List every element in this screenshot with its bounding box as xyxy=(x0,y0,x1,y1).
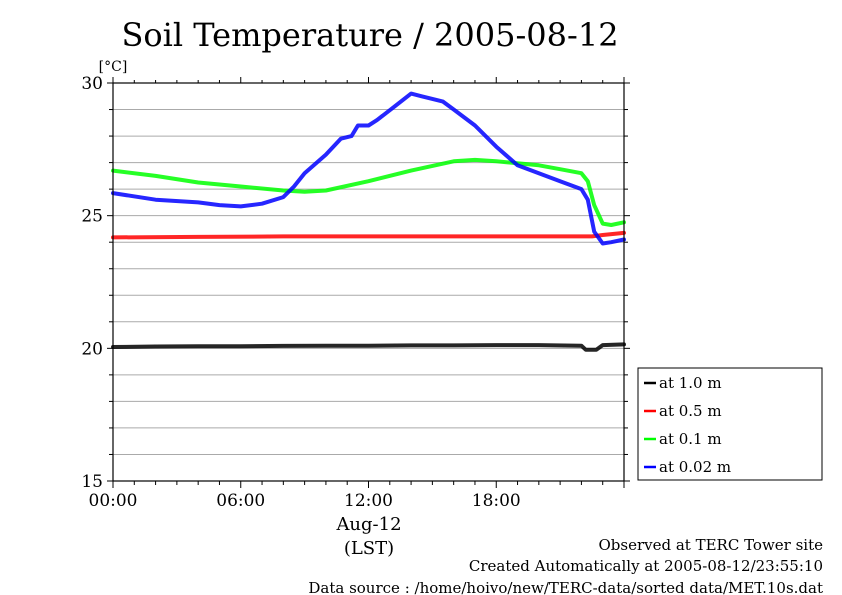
plot-frame xyxy=(112,82,625,482)
legend-label-at-0-5-m: at 0.5 m xyxy=(659,402,722,420)
x-axis-timezone-label: (LST) xyxy=(344,538,394,559)
x-tick-label-0600: 06:00 xyxy=(216,491,265,511)
grid-lines xyxy=(113,109,624,455)
series-line-at-0-02-m xyxy=(111,91,626,246)
x-axis-date-label: Aug-12 xyxy=(335,514,401,535)
y-axis-unit: [°C] xyxy=(99,59,128,75)
legend-label-at-0-02-m: at 0.02 m xyxy=(659,458,731,476)
legend-label-at-0-1-m: at 0.1 m xyxy=(659,430,722,448)
x-tick-label-0000: 00:00 xyxy=(89,491,138,511)
y-axis-ticks: 15 20 25 30 xyxy=(81,74,630,492)
series-line-at-0-1-m xyxy=(111,157,626,227)
legend-box xyxy=(637,367,823,481)
y-tick-label-30: 30 xyxy=(81,74,103,94)
y-tick-label-25: 25 xyxy=(81,207,103,227)
x-tick-label-1200: 12:00 xyxy=(344,491,393,511)
x-axis-ticks: 00:00 06:00 12:00 18:00 xyxy=(89,77,625,511)
footer-observed-site: Observed at TERC Tower site xyxy=(598,536,823,554)
series-line-at-1-0-m xyxy=(111,342,626,352)
series-lines xyxy=(111,91,626,352)
footer-created-timestamp: Created Automatically at 2005-08-12/23:5… xyxy=(469,557,823,575)
footer-data-source: Data source : /home/hoivo/new/TERC-data/… xyxy=(308,579,823,595)
legend-label-at-1-0-m: at 1.0 m xyxy=(659,374,722,392)
series-line-at-0-5-m xyxy=(111,230,626,240)
legend: at 1.0 m at 0.5 m at 0.1 m at 0.02 m xyxy=(637,367,823,481)
y-tick-label-15: 15 xyxy=(81,472,103,492)
chart-title: Soil Temperature / 2005-08-12 xyxy=(121,16,618,54)
y-tick-label-20: 20 xyxy=(81,339,103,359)
x-tick-label-1800: 18:00 xyxy=(472,491,521,511)
